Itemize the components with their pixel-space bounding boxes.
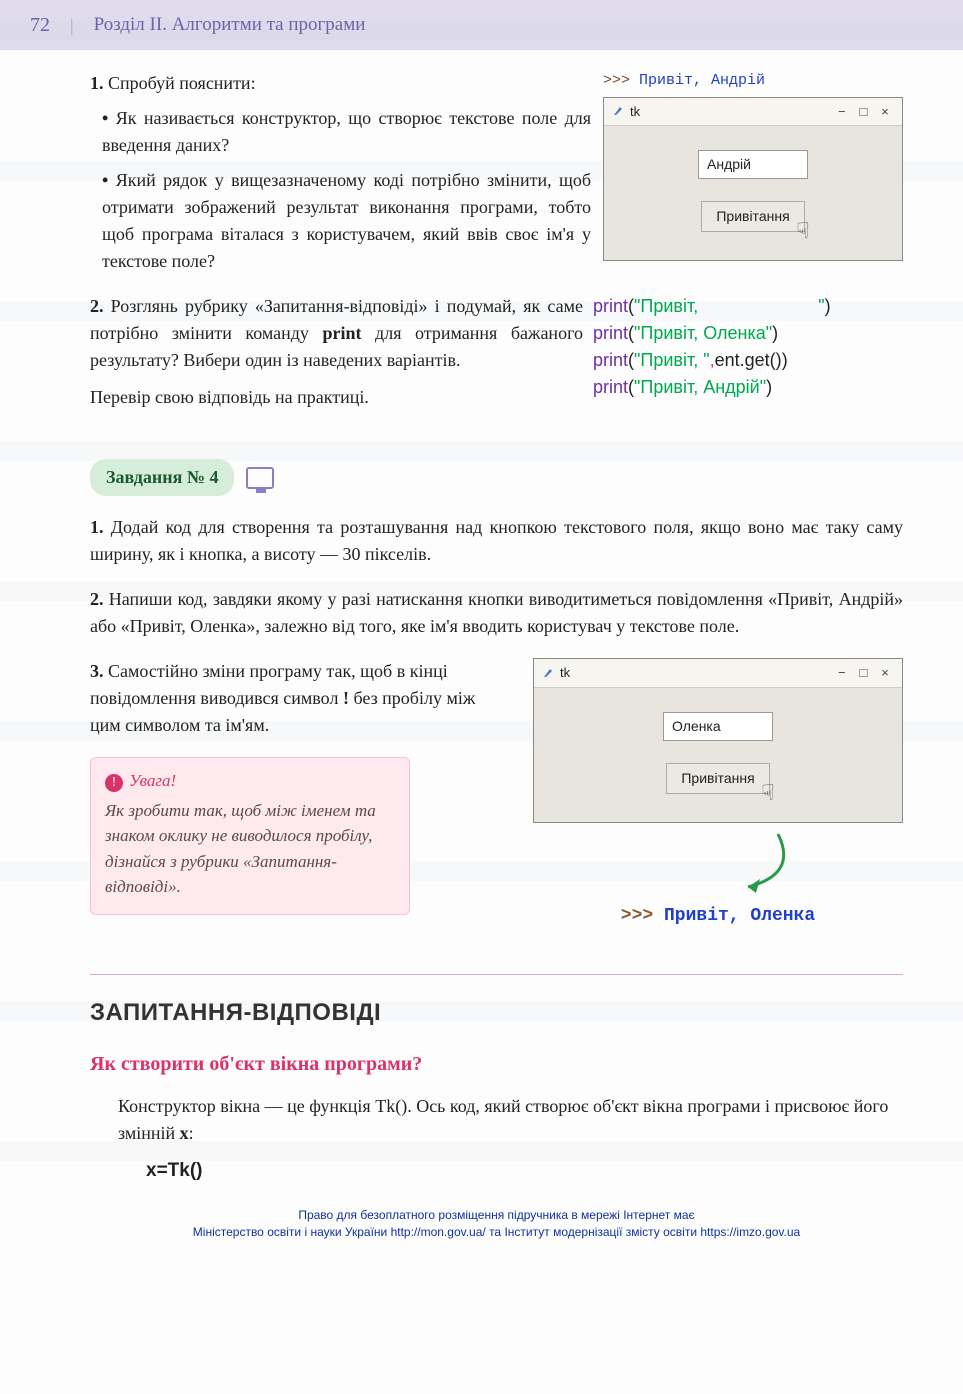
tk-titlebar: tk − □ × — [604, 98, 902, 127]
console-prompt: >>> — [603, 72, 639, 89]
console-text: Привіт, Андрій — [639, 72, 765, 89]
section-title: Розділ II. Алгоритми та програми — [94, 11, 366, 40]
qa-body-a: Конструктор вікна — це функція Tk(). Ось… — [118, 1096, 888, 1143]
code-option-1: print("Привіт,") — [593, 293, 903, 320]
item-number: 2. — [90, 589, 104, 609]
example-window-1: >>> Привіт, Андрій tk − □ × Андрій Приві… — [603, 70, 903, 261]
task4-i1-text: Додай код для створення та розташування … — [90, 517, 903, 564]
maximize-icon[interactable]: □ — [854, 102, 872, 122]
task4-item-2: 2. Напиши код, завдяки якому у разі нати… — [90, 586, 903, 640]
console-text: Привіт, Оленка — [664, 906, 815, 926]
task-pill: Завдання № 4 — [90, 459, 234, 496]
tk-text-input[interactable]: Оленка — [663, 712, 773, 741]
cursor-hand-icon: ☟ — [761, 776, 774, 809]
footer-line-2: Міністерство освіти і науки України http… — [90, 1224, 903, 1241]
minimize-icon[interactable]: − — [833, 102, 851, 122]
qa-var: x — [180, 1123, 189, 1143]
qa-code: x=Tk() — [90, 1157, 903, 1186]
close-icon[interactable]: × — [876, 102, 894, 122]
cursor-hand-icon: ☟ — [796, 214, 809, 247]
code-options-block: print("Привіт,") print("Привіт, Оленка")… — [593, 293, 903, 401]
tk-window-2: tk − □ × Оленка Привітання ☟ — [533, 658, 903, 823]
footer-line-1: Право для безоплатного розміщення підруч… — [90, 1207, 903, 1224]
console-prompt: >>> — [621, 906, 664, 926]
page-header: 72 | Розділ II. Алгоритми та програми — [0, 0, 963, 50]
divider — [90, 974, 903, 975]
task4-i2-text: Напиши код, завдяки якому у разі натиска… — [90, 589, 903, 636]
item-number: 1. — [90, 73, 104, 93]
feather-icon — [612, 105, 624, 117]
warning-icon: ! — [105, 774, 123, 792]
warning-body: Як зробити так, щоб між іменем та знаком… — [105, 798, 395, 900]
tk-greet-button[interactable]: Привітання ☟ — [701, 201, 804, 232]
tk-button-label: Привітання — [716, 208, 789, 224]
code-option-2: print("Привіт, Оленка") — [593, 320, 903, 347]
minimize-icon[interactable]: − — [833, 663, 851, 683]
task-4-header: Завдання № 4 — [90, 459, 274, 496]
qa-question: Як створити об'єкт вікна програми? — [90, 1049, 903, 1079]
window-controls: − □ × — [833, 663, 894, 683]
task4-item-1: 1. Додай код для створення та розташуван… — [90, 514, 903, 568]
qa-body: Конструктор вікна — це функція Tk(). Ось… — [90, 1093, 903, 1147]
item2-bold: print — [322, 323, 361, 343]
maximize-icon[interactable]: □ — [854, 663, 872, 683]
feather-icon — [542, 667, 554, 679]
qa-heading: ЗАПИТАННЯ-ВІДПОВІДІ — [90, 995, 903, 1031]
example-window-2: tk − □ × Оленка Привітання ☟ >>> При — [533, 658, 903, 930]
code-option-3: print("Привіт, ",ent.get()) — [593, 347, 903, 374]
arrow-down-icon — [628, 829, 808, 899]
page-footer: Право для безоплатного розміщення підруч… — [90, 1207, 903, 1241]
item-lead: Спробуй пояснити: — [108, 73, 256, 93]
code-option-4: print("Привіт, Андрій") — [593, 374, 903, 401]
console-output-1: >>> Привіт, Андрій — [603, 70, 903, 93]
tk-window-1: tk − □ × Андрій Привітання ☟ — [603, 97, 903, 262]
tk-text-input[interactable]: Андрій — [698, 150, 808, 179]
console-output-2: >>> Привіт, Оленка — [533, 903, 903, 930]
page-number: 72 — [30, 10, 50, 40]
item-number: 3. — [90, 661, 104, 681]
warning-title: ! Увага! — [105, 768, 395, 794]
header-separator: | — [70, 12, 74, 39]
warning-title-text: Увага! — [129, 771, 176, 790]
monitor-icon — [246, 467, 274, 489]
item-number: 2. — [90, 296, 104, 316]
tk-button-label: Привітання — [681, 770, 754, 786]
tk-titlebar: tk − □ × — [534, 659, 902, 688]
item-number: 1. — [90, 517, 104, 537]
tk-title-text: tk — [630, 102, 640, 122]
close-icon[interactable]: × — [876, 663, 894, 683]
qa-body-b: : — [189, 1123, 194, 1143]
tk-greet-button[interactable]: Привітання ☟ — [666, 763, 769, 794]
warning-block: ! Увага! Як зробити так, щоб між іменем т… — [90, 757, 410, 915]
window-controls: − □ × — [833, 102, 894, 122]
task4-item-3: 3. Самостійно зміни програму так, щоб в … — [90, 658, 510, 739]
tk-title-text: tk — [560, 663, 570, 683]
